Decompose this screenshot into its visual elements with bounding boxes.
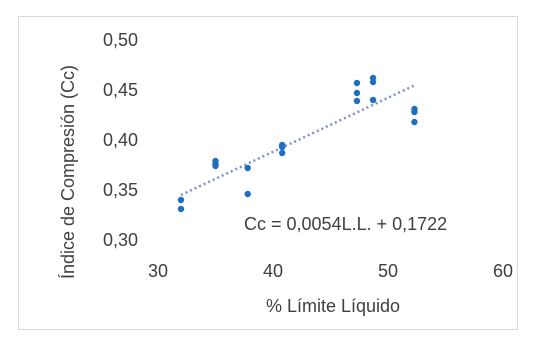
data-point xyxy=(279,143,286,151)
x-tick-label: 50 xyxy=(378,261,398,281)
data-point xyxy=(369,96,377,104)
y-tick-label: 0,50 xyxy=(103,30,138,50)
data-point xyxy=(244,164,251,172)
x-tick-label: 30 xyxy=(148,261,168,281)
x-tick-label: 40 xyxy=(263,261,283,281)
y-tick-label: 0,35 xyxy=(103,180,138,200)
data-point xyxy=(212,162,219,170)
data-point xyxy=(279,149,286,157)
y-tick-label: 0,45 xyxy=(103,80,138,100)
data-point xyxy=(177,196,185,204)
chart-area xyxy=(18,16,518,330)
x-tick-label: 60 xyxy=(493,261,513,281)
data-point xyxy=(353,89,361,97)
data-point xyxy=(353,97,361,105)
data-point xyxy=(411,118,418,126)
data-point xyxy=(411,108,418,116)
y-axis-title: Índice de Compresión (Cc) xyxy=(58,65,78,279)
data-point xyxy=(177,205,185,213)
data-point xyxy=(244,190,251,198)
trendline-equation: Cc = 0,0054L.L. + 0,1722 xyxy=(244,214,447,234)
data-point xyxy=(369,78,377,86)
x-axis-title: % Límite Líquido xyxy=(266,296,400,316)
data-points xyxy=(177,74,418,213)
y-tick-label: 0,30 xyxy=(103,230,138,250)
trendline xyxy=(180,84,415,197)
y-tick-label: 0,40 xyxy=(103,130,138,150)
data-point xyxy=(353,79,361,87)
